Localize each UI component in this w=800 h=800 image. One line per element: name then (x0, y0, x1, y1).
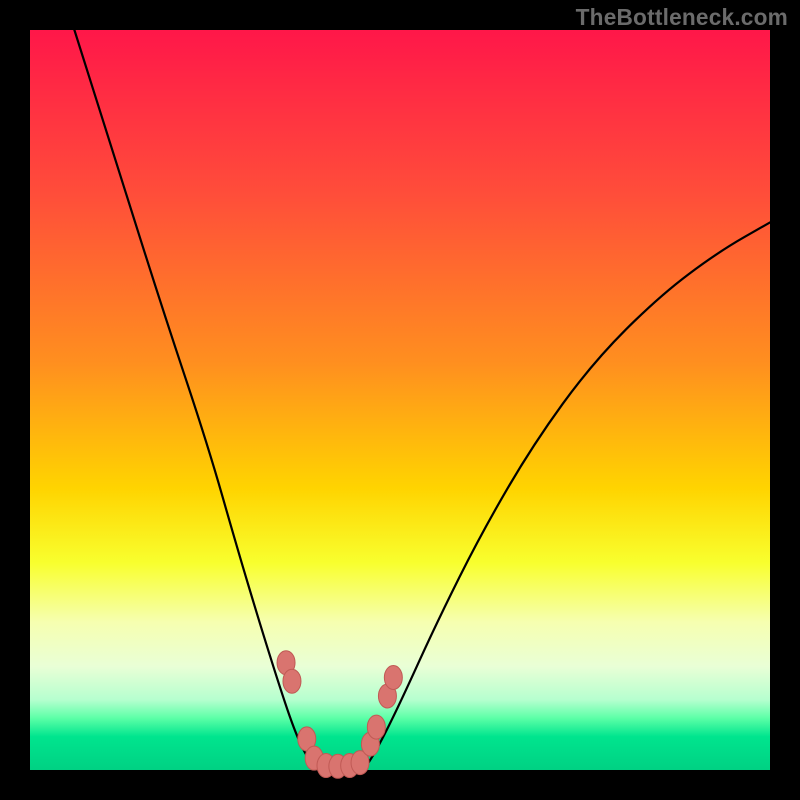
plot-background (30, 30, 770, 770)
bottleneck-chart: TheBottleneck.com (0, 0, 800, 800)
marker-point (367, 715, 385, 739)
chart-svg (0, 0, 800, 800)
marker-point (283, 669, 301, 693)
marker-point (384, 666, 402, 690)
